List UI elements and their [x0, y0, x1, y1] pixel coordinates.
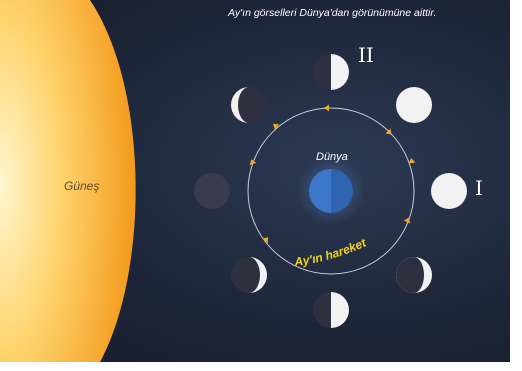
orbit-arrow [403, 217, 411, 224]
sun-label: Güneş [64, 179, 100, 193]
orbit-arrow [249, 159, 257, 166]
moon-waning-gibbous [396, 87, 432, 123]
earth [309, 169, 353, 213]
moon-new [194, 173, 230, 209]
orbit-arrow [385, 128, 392, 135]
moon-waxing-crescent [231, 257, 267, 293]
right-border [510, 0, 522, 371]
moon-orbit [247, 107, 415, 275]
diagram-caption: Ay'ın görselleri Dünya'dan görünümüne ai… [228, 7, 437, 19]
sun [0, 0, 136, 371]
orbit-arrow [273, 123, 280, 130]
bottom-border [0, 362, 522, 371]
orbit-arrow [408, 158, 416, 164]
earth-label: Dünya [316, 151, 348, 163]
moon-first-quarter [313, 292, 349, 328]
orbit-arrows [249, 104, 416, 244]
moon-full [431, 173, 467, 209]
marker-second: II [358, 43, 374, 67]
orbit-arrow [324, 104, 330, 112]
moon-third-quarter [313, 54, 349, 90]
orbit-arrow [262, 237, 269, 244]
marker-first: I [475, 176, 483, 200]
moon-waning-crescent [231, 87, 267, 123]
moon-waxing-gibbous [396, 257, 432, 293]
